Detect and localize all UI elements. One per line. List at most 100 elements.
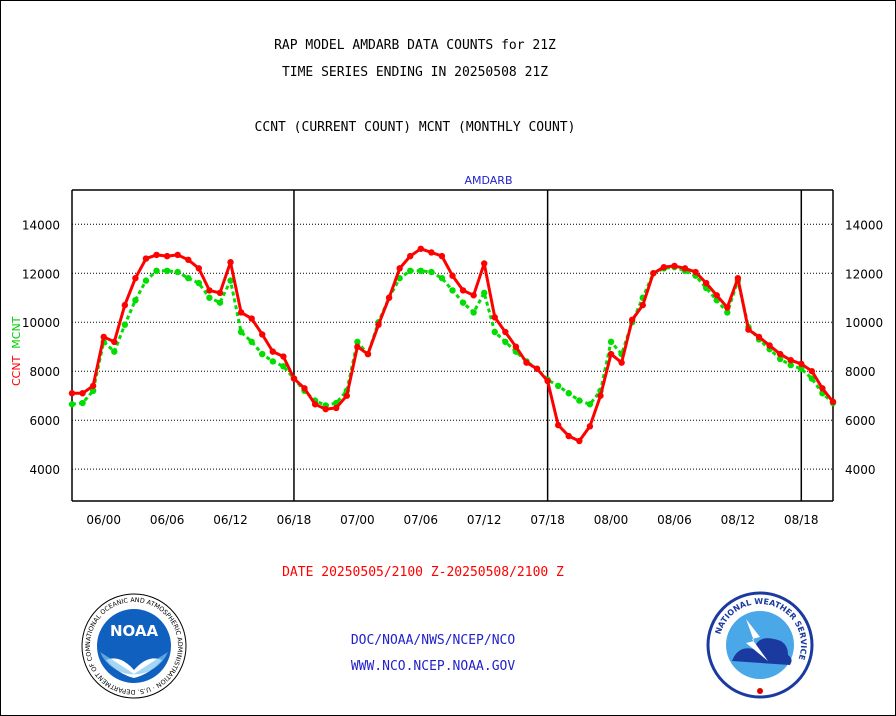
data-point-mcnt xyxy=(607,338,615,346)
y-tick-label-right: 10000 xyxy=(845,316,883,330)
y-tick-label-left: 12000 xyxy=(22,267,60,281)
data-point-mcnt xyxy=(248,338,255,346)
x-tick-label: 08/06 xyxy=(657,513,692,527)
x-tick-label: 06/12 xyxy=(213,513,248,527)
data-point-ccnt xyxy=(417,245,424,252)
data-point-ccnt xyxy=(523,359,530,366)
y-tick-label-left: 10000 xyxy=(22,316,60,330)
y-axis-label-ccnt: CCNT xyxy=(10,355,23,386)
data-point-ccnt xyxy=(755,333,763,341)
data-point-ccnt xyxy=(798,360,805,368)
data-point-ccnt xyxy=(681,265,689,272)
data-point-ccnt xyxy=(259,331,266,338)
noaa-logo-text: NOAA xyxy=(110,622,159,640)
data-point-ccnt xyxy=(185,256,192,263)
data-point-ccnt xyxy=(554,421,562,429)
data-point-ccnt xyxy=(280,353,287,360)
data-point-mcnt xyxy=(407,267,414,275)
data-point-ccnt xyxy=(618,359,625,366)
data-point-ccnt xyxy=(829,398,837,406)
data-point-ccnt xyxy=(195,265,203,272)
data-point-mcnt xyxy=(68,401,76,408)
website-url: WWW.NCO.NCEP.NOAA.GOV xyxy=(350,659,516,674)
data-point-mcnt xyxy=(79,399,86,407)
data-point-ccnt xyxy=(132,274,139,282)
y-axis-label-mcnt: MCNT xyxy=(10,316,23,348)
data-point-ccnt xyxy=(565,432,572,440)
x-tick-label: 06/06 xyxy=(150,513,185,527)
data-point-ccnt xyxy=(100,333,107,341)
data-point-ccnt xyxy=(692,268,699,276)
data-point-ccnt xyxy=(660,263,668,271)
data-point-ccnt xyxy=(153,251,160,259)
data-point-ccnt xyxy=(216,289,224,297)
data-point-mcnt xyxy=(576,397,583,404)
data-point-mcnt xyxy=(491,328,498,336)
x-tick-label: 07/18 xyxy=(530,513,565,527)
data-point-ccnt xyxy=(407,252,414,260)
data-point-ccnt xyxy=(776,350,784,358)
y-tick-label-right: 12000 xyxy=(845,267,883,281)
data-point-ccnt xyxy=(702,279,710,287)
data-point-ccnt xyxy=(301,385,308,392)
data-point-ccnt xyxy=(459,287,467,294)
data-point-mcnt xyxy=(89,387,97,395)
x-tick-label: 07/00 xyxy=(340,513,375,527)
data-point-ccnt xyxy=(396,265,403,272)
y-tick-label-right: 8000 xyxy=(845,365,876,379)
data-point-mcnt xyxy=(185,274,192,282)
data-point-mcnt xyxy=(470,309,477,316)
data-point-ccnt xyxy=(89,382,97,390)
data-point-ccnt xyxy=(227,259,234,266)
data-point-mcnt xyxy=(438,274,446,282)
data-point-mcnt xyxy=(121,321,129,328)
data-point-ccnt xyxy=(142,255,150,262)
x-tick-label: 07/06 xyxy=(403,513,438,527)
x-tick-label: 06/00 xyxy=(86,513,121,527)
data-point-ccnt xyxy=(311,401,319,408)
data-point-ccnt xyxy=(745,326,752,333)
data-point-ccnt xyxy=(322,405,329,413)
x-tick-label: 08/12 xyxy=(721,513,756,527)
data-point-ccnt xyxy=(385,294,393,301)
x-tick-label: 08/18 xyxy=(784,513,819,527)
data-point-mcnt xyxy=(586,401,594,408)
data-point-ccnt xyxy=(734,274,742,282)
data-point-mcnt xyxy=(417,267,424,275)
data-point-ccnt xyxy=(766,342,773,349)
data-point-mcnt xyxy=(502,338,509,346)
data-point-mcnt xyxy=(142,277,150,284)
data-point-mcnt xyxy=(787,361,794,369)
data-point-ccnt xyxy=(713,292,720,299)
data-point-mcnt xyxy=(724,309,731,316)
data-point-ccnt xyxy=(639,301,646,309)
x-tick-label: 07/12 xyxy=(467,513,502,527)
data-point-mcnt xyxy=(481,289,488,297)
y-axis-label-gap xyxy=(10,349,23,356)
data-point-mcnt xyxy=(269,358,277,365)
data-point-ccnt xyxy=(354,343,361,350)
agency-line: DOC/NOAA/NWS/NCEP/NCO xyxy=(350,633,516,648)
data-point-mcnt xyxy=(163,267,171,275)
data-point-ccnt xyxy=(650,270,657,277)
data-point-ccnt xyxy=(364,350,372,358)
data-point-ccnt xyxy=(481,260,488,267)
data-point-ccnt xyxy=(375,321,382,328)
chart-legend-description: CCNT (CURRENT COUNT) MCNT (MONTHLY COUNT… xyxy=(254,120,576,135)
data-point-ccnt xyxy=(576,437,583,445)
data-point-mcnt xyxy=(132,296,139,304)
data-point-ccnt xyxy=(671,262,678,270)
y-tick-label-left: 4000 xyxy=(29,463,60,477)
data-point-mcnt xyxy=(554,382,562,390)
data-point-mcnt xyxy=(227,277,234,284)
data-point-ccnt xyxy=(597,392,604,399)
data-point-mcnt xyxy=(195,279,203,287)
data-point-ccnt xyxy=(111,338,118,346)
date-range: DATE 20250505/2100 Z-20250508/2100 Z xyxy=(282,565,564,580)
data-point-mcnt xyxy=(798,365,805,372)
data-point-ccnt xyxy=(449,272,456,279)
data-point-mcnt xyxy=(259,350,266,358)
data-point-ccnt xyxy=(269,348,277,355)
